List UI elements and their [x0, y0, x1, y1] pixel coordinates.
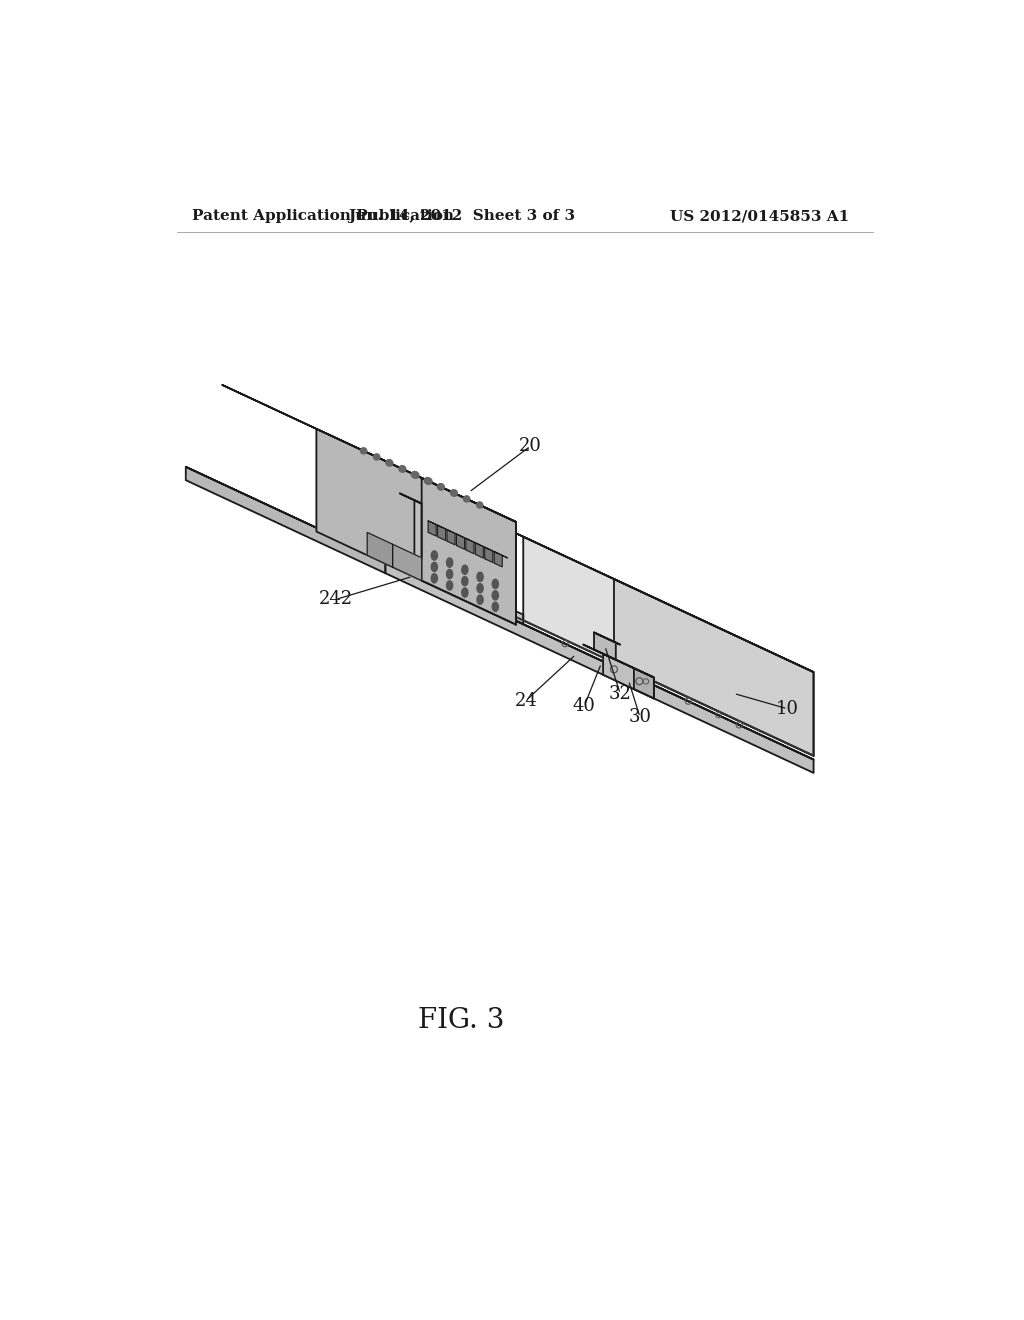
Ellipse shape: [493, 579, 499, 589]
Circle shape: [424, 478, 430, 483]
Ellipse shape: [462, 577, 468, 586]
Circle shape: [387, 459, 393, 466]
Ellipse shape: [477, 583, 483, 593]
Circle shape: [412, 471, 418, 478]
Text: 32: 32: [609, 685, 632, 702]
Polygon shape: [594, 632, 615, 660]
Polygon shape: [422, 478, 516, 624]
Ellipse shape: [446, 558, 453, 568]
Text: US 2012/0145853 A1: US 2012/0145853 A1: [670, 209, 849, 223]
Polygon shape: [415, 500, 422, 560]
Polygon shape: [447, 529, 461, 536]
Polygon shape: [583, 644, 654, 677]
Ellipse shape: [462, 565, 468, 574]
Circle shape: [399, 466, 406, 471]
Ellipse shape: [431, 562, 437, 572]
Polygon shape: [484, 548, 499, 553]
Polygon shape: [385, 560, 814, 774]
Circle shape: [426, 478, 432, 484]
Circle shape: [425, 478, 431, 484]
Text: 30: 30: [629, 709, 651, 726]
Ellipse shape: [462, 587, 468, 597]
Polygon shape: [400, 494, 422, 504]
Ellipse shape: [493, 602, 499, 611]
Polygon shape: [484, 548, 493, 562]
Polygon shape: [324, 444, 814, 672]
Ellipse shape: [477, 595, 483, 605]
Text: 242: 242: [318, 590, 352, 609]
Ellipse shape: [431, 574, 437, 583]
Polygon shape: [316, 429, 516, 624]
Polygon shape: [634, 668, 654, 698]
Polygon shape: [495, 552, 502, 566]
Text: 40: 40: [572, 697, 596, 715]
Circle shape: [386, 459, 392, 466]
Polygon shape: [475, 543, 488, 549]
Polygon shape: [385, 550, 523, 624]
Polygon shape: [222, 385, 516, 521]
Ellipse shape: [446, 581, 453, 590]
Polygon shape: [437, 525, 451, 532]
Circle shape: [413, 473, 419, 478]
Circle shape: [412, 471, 418, 478]
Text: Jun. 14, 2012  Sheet 3 of 3: Jun. 14, 2012 Sheet 3 of 3: [348, 209, 575, 223]
Text: 10: 10: [776, 700, 799, 718]
Text: 20: 20: [519, 437, 542, 455]
Circle shape: [437, 483, 443, 490]
Polygon shape: [437, 525, 445, 540]
Polygon shape: [523, 537, 814, 756]
Circle shape: [360, 447, 367, 454]
Ellipse shape: [477, 572, 483, 581]
Polygon shape: [447, 529, 455, 545]
Ellipse shape: [493, 591, 499, 601]
Polygon shape: [185, 467, 814, 759]
Circle shape: [374, 454, 380, 461]
Circle shape: [464, 496, 470, 502]
Circle shape: [452, 490, 458, 496]
Polygon shape: [457, 535, 465, 549]
Polygon shape: [368, 532, 392, 568]
Circle shape: [438, 484, 444, 490]
Polygon shape: [428, 521, 441, 527]
Text: 24: 24: [514, 692, 538, 710]
Polygon shape: [185, 467, 385, 573]
Circle shape: [476, 502, 482, 508]
Polygon shape: [392, 544, 422, 581]
Polygon shape: [466, 539, 479, 545]
Polygon shape: [475, 543, 483, 558]
Ellipse shape: [431, 550, 437, 560]
Polygon shape: [603, 653, 654, 698]
Polygon shape: [457, 535, 470, 540]
Polygon shape: [614, 579, 814, 756]
Circle shape: [399, 466, 406, 473]
Circle shape: [451, 490, 457, 496]
Polygon shape: [428, 521, 436, 536]
Polygon shape: [594, 632, 621, 644]
Ellipse shape: [446, 569, 453, 578]
Polygon shape: [466, 539, 474, 553]
Text: FIG. 3: FIG. 3: [419, 1007, 505, 1035]
Text: Patent Application Publication: Patent Application Publication: [193, 209, 455, 223]
Polygon shape: [495, 552, 508, 558]
